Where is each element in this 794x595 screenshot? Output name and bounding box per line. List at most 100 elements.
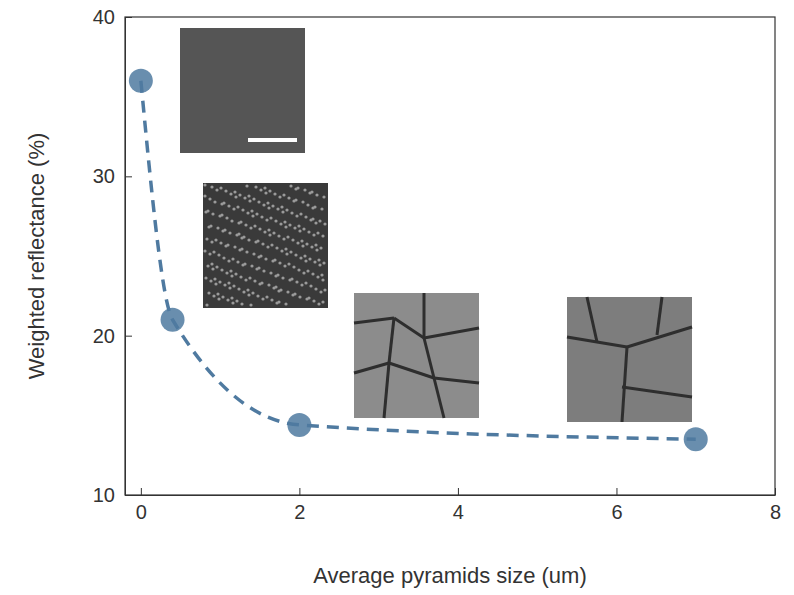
- texture-dot: [310, 190, 313, 193]
- texture-dot: [231, 257, 234, 260]
- texture-dot: [236, 260, 239, 263]
- texture-dot: [262, 269, 265, 272]
- tick-mark: [775, 488, 776, 495]
- texture-dot: [310, 245, 313, 248]
- texture-dot: [240, 247, 243, 250]
- texture-dot: [303, 188, 306, 191]
- texture-dot: [247, 238, 250, 241]
- texture-dot: [274, 219, 277, 222]
- texture-dot: [239, 275, 242, 278]
- texture-dot: [230, 274, 233, 277]
- texture-dot: [233, 245, 236, 248]
- texture-dot: [239, 220, 242, 223]
- pyramid-edge: [424, 338, 434, 378]
- sem-image: [203, 183, 328, 308]
- tick-mark: [125, 495, 132, 496]
- texture-dot: [223, 283, 226, 286]
- texture-dot: [225, 216, 228, 219]
- texture-dot: [320, 207, 323, 210]
- texture-dot: [285, 208, 288, 211]
- tick-label: 4: [453, 501, 464, 523]
- texture-dot: [245, 250, 248, 253]
- texture-dot: [255, 212, 258, 215]
- texture-dot: [294, 198, 297, 201]
- texture-dot: [306, 203, 309, 206]
- series-line: [141, 81, 696, 440]
- texture-dot: [305, 242, 308, 245]
- texture-dot: [273, 258, 276, 261]
- tick-mark: [299, 488, 300, 495]
- texture-dot: [287, 196, 290, 199]
- texture-dot: [220, 268, 223, 271]
- texture-dot: [304, 215, 307, 218]
- pyramid-edge: [627, 327, 692, 347]
- texture-dot: [222, 201, 225, 204]
- texture-dot: [203, 249, 206, 252]
- texture-dot: [307, 296, 310, 299]
- texture-dot: [282, 193, 285, 196]
- tick: 4: [453, 488, 464, 523]
- texture-dot: [214, 238, 217, 241]
- texture-dot: [267, 283, 270, 286]
- texture-dot: [211, 212, 214, 215]
- texture-dot: [228, 231, 231, 234]
- tick-mark: [125, 17, 132, 18]
- sem-image-background: [354, 293, 479, 418]
- y-axis: 10203040: [93, 6, 132, 506]
- texture-dot: [263, 230, 266, 233]
- texture-dot: [216, 292, 219, 295]
- texture-dot: [295, 280, 298, 283]
- texture-dot: [236, 205, 239, 208]
- texture-dot: [309, 284, 312, 287]
- texture-dot: [280, 249, 283, 252]
- texture-dot: [312, 299, 315, 302]
- texture-dot: [315, 248, 318, 251]
- texture-dot: [248, 276, 251, 279]
- texture-dot: [266, 201, 269, 204]
- texture-dot: [308, 257, 311, 260]
- texture-dot: [206, 209, 209, 212]
- texture-dot: [223, 228, 226, 231]
- pyramid-edge: [622, 387, 692, 397]
- texture-dot: [294, 253, 297, 256]
- texture-dot: [234, 272, 237, 275]
- pyramid-edge: [354, 318, 394, 323]
- tick: 10: [93, 484, 132, 506]
- texture-dot: [319, 290, 322, 293]
- texture-dot: [302, 227, 305, 230]
- texture-dot: [221, 295, 224, 298]
- texture-dot: [285, 252, 288, 255]
- texture-dot: [262, 203, 265, 206]
- texture-dot: [257, 266, 260, 269]
- texture-dot: [318, 219, 321, 222]
- texture-dot: [269, 216, 272, 219]
- pyramid-edge: [434, 378, 444, 418]
- texture-dot: [230, 219, 233, 222]
- texture-dot: [215, 188, 218, 191]
- texture-dot: [321, 234, 324, 237]
- pyramid-edge: [394, 318, 424, 338]
- texture-dot: [277, 300, 280, 303]
- texture-dot: [302, 271, 305, 274]
- texture-dot: [208, 252, 211, 255]
- texture-dot: [214, 282, 217, 285]
- sem-image: [354, 293, 479, 418]
- texture-dot: [277, 234, 280, 237]
- texture-dot: [314, 243, 317, 246]
- texture-dot: [251, 214, 254, 217]
- texture-dot: [321, 278, 324, 281]
- texture-dot: [249, 226, 252, 229]
- texture-dot: [284, 247, 287, 250]
- texture-dot: [246, 288, 249, 291]
- texture-dot: [237, 287, 240, 290]
- texture-dot: [210, 185, 213, 188]
- texture-dot: [303, 254, 306, 257]
- texture-dot: [320, 273, 323, 276]
- texture-dot: [304, 281, 307, 284]
- sem-image: [180, 28, 305, 153]
- axis-line: [125, 18, 126, 496]
- texture-dot: [284, 302, 287, 305]
- scale-bar: [248, 138, 297, 142]
- texture-dot: [250, 264, 253, 267]
- texture-dot: [283, 220, 286, 223]
